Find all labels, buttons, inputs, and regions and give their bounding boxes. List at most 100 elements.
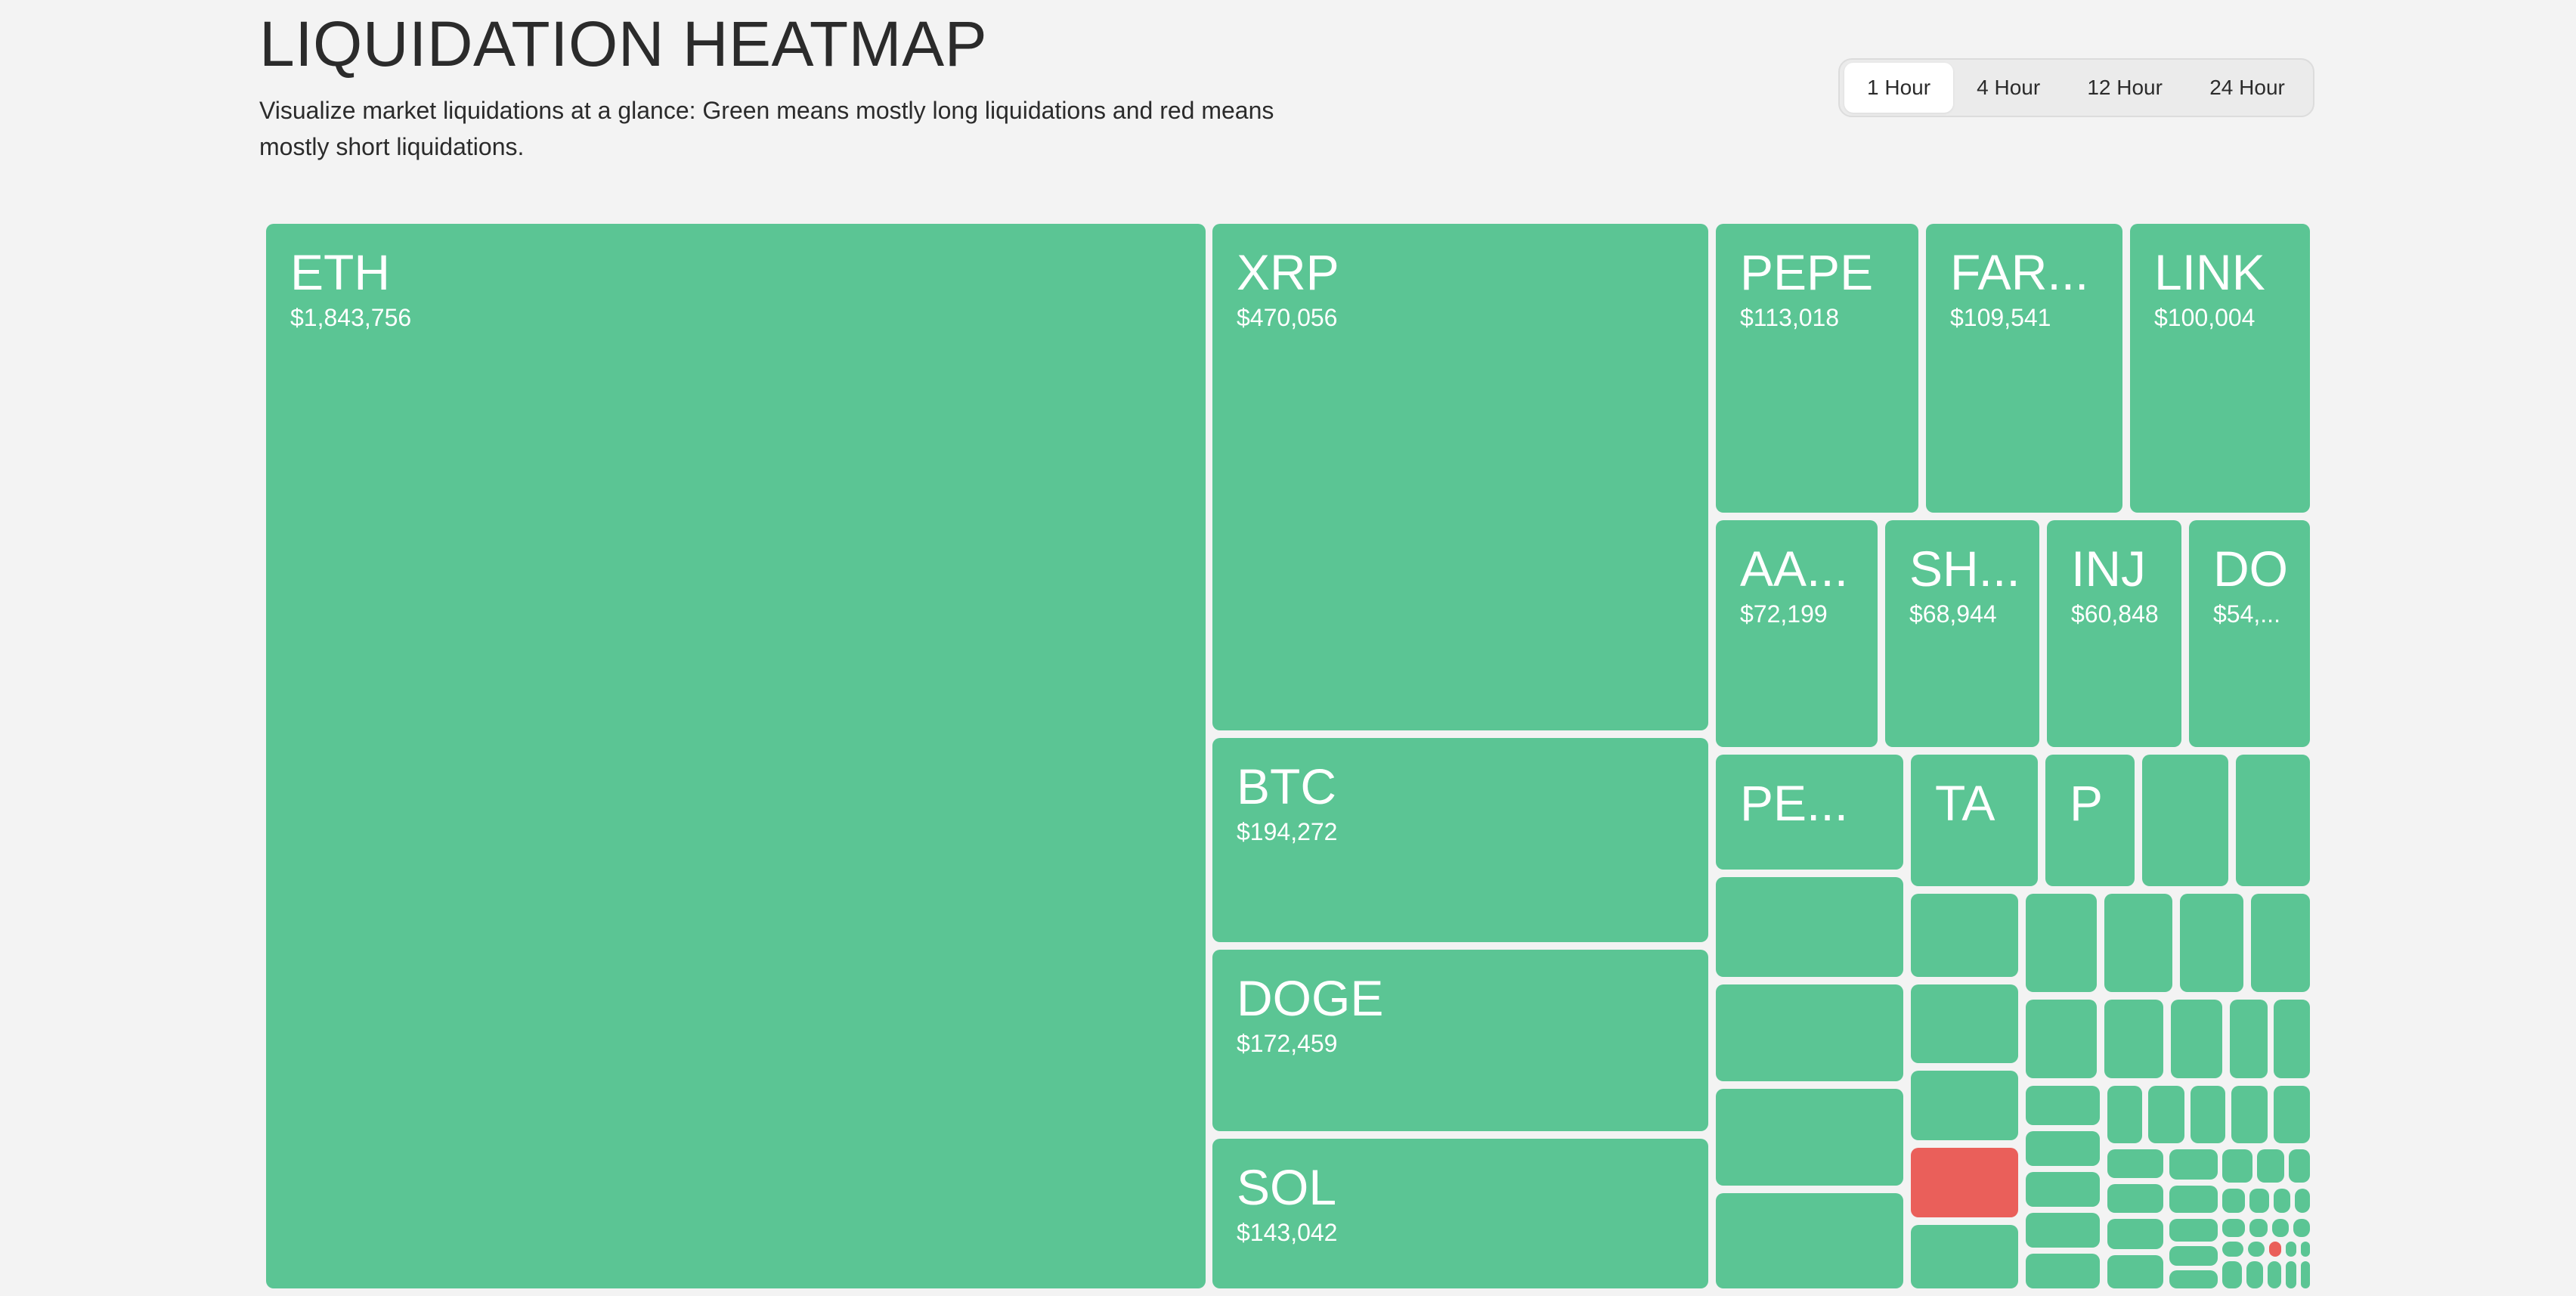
tile-symbol: ETH xyxy=(290,244,390,300)
tile-symbol: DOGE xyxy=(1237,970,1384,1026)
tile-unlabeled[interactable] xyxy=(1716,1193,1903,1288)
tile-symbol: PEPE xyxy=(1740,244,1874,300)
tile-unlabeled[interactable] xyxy=(2230,1000,2268,1078)
tile-ta[interactable]: TA xyxy=(1911,755,2038,886)
tile-unlabeled[interactable] xyxy=(2107,1219,2163,1249)
tile-eth[interactable]: ETH $1,843,756 xyxy=(266,224,1206,1288)
tile-unlabeled[interactable] xyxy=(2107,1149,2163,1178)
timeframe-12h-button[interactable]: 12 Hour xyxy=(2087,76,2163,99)
tile-amount: $113,018 xyxy=(1740,304,1840,331)
tile-unlabeled[interactable] xyxy=(1911,1071,2018,1140)
tile-unlabeled[interactable] xyxy=(2169,1149,2218,1180)
tile-do[interactable]: DO $54,... xyxy=(2189,520,2310,747)
tile-unlabeled[interactable] xyxy=(2246,1261,2263,1288)
tile-unlabeled[interactable] xyxy=(2249,1219,2268,1237)
tile-unlabeled[interactable] xyxy=(1716,984,1903,1081)
tile-unlabeled[interactable] xyxy=(2289,1149,2310,1183)
tile-amount: $54,... xyxy=(2213,600,2280,628)
tile-amount: $100,004 xyxy=(2154,304,2256,331)
tile-unlabeled[interactable] xyxy=(2107,1255,2163,1288)
tile-unlabeled[interactable] xyxy=(2169,1246,2218,1266)
tile-unlabeled[interactable] xyxy=(1911,1225,2018,1288)
tile-unlabeled[interactable] xyxy=(2026,1086,2100,1125)
tile-unlabeled[interactable] xyxy=(2026,1000,2097,1078)
tile-unlabeled[interactable] xyxy=(1716,1089,1903,1186)
tile-unlabeled-short[interactable] xyxy=(2269,1242,2281,1257)
tile-btc[interactable]: BTC $194,272 xyxy=(1212,738,1708,942)
tile-p[interactable]: P xyxy=(2045,755,2135,886)
tile-unlabeled[interactable] xyxy=(2301,1261,2310,1288)
tile-unlabeled[interactable] xyxy=(2169,1270,2218,1288)
tile-unlabeled-short[interactable] xyxy=(1911,1148,2018,1217)
tile-unlabeled[interactable] xyxy=(2104,1000,2163,1078)
tile-unlabeled[interactable] xyxy=(2293,1219,2310,1237)
tile-symbol: PE... xyxy=(1740,775,1849,831)
tile-unlabeled[interactable] xyxy=(2026,1254,2100,1288)
tile-unlabeled[interactable] xyxy=(2274,1000,2310,1078)
tile-unlabeled[interactable] xyxy=(2026,1172,2100,1207)
timeframe-24h-button[interactable]: 24 Hour xyxy=(2209,76,2285,99)
tile-unlabeled[interactable] xyxy=(2272,1219,2289,1237)
timeframe-1h-button[interactable]: 1 Hour xyxy=(1844,63,1954,113)
tile-amount: $68,944 xyxy=(1909,600,1997,628)
tile-unlabeled[interactable] xyxy=(2257,1149,2284,1183)
tile-unlabeled[interactable] xyxy=(2286,1242,2296,1257)
tile-unlabeled[interactable] xyxy=(2169,1186,2218,1213)
tile-sh[interactable]: SH... $68,944 xyxy=(1885,520,2039,747)
tile-unlabeled[interactable] xyxy=(2169,1219,2218,1242)
tile-doge[interactable]: DOGE $172,459 xyxy=(1212,950,1708,1131)
tile-symbol: FAR... xyxy=(1950,244,2089,300)
tile-symbol: INJ xyxy=(2071,541,2146,597)
tile-unlabeled[interactable] xyxy=(2191,1086,2225,1143)
tile-far[interactable]: FAR... $109,541 xyxy=(1926,224,2122,513)
tile-xrp[interactable]: XRP $470,056 xyxy=(1212,224,1708,730)
tile-unlabeled[interactable] xyxy=(2107,1086,2142,1143)
tile-symbol: LINK xyxy=(2154,244,2265,300)
page-title: LIQUIDATION HEATMAP xyxy=(259,8,988,79)
tile-unlabeled[interactable] xyxy=(2142,755,2228,886)
tile-unlabeled[interactable] xyxy=(2286,1261,2296,1288)
tile-unlabeled[interactable] xyxy=(2026,1213,2100,1248)
tile-unlabeled[interactable] xyxy=(2301,1242,2310,1257)
tile-unlabeled[interactable] xyxy=(2248,1242,2265,1257)
tile-unlabeled[interactable] xyxy=(2107,1184,2163,1213)
tile-inj[interactable]: INJ $60,848 xyxy=(2047,520,2181,747)
tile-link[interactable]: LINK $100,004 xyxy=(2130,224,2310,513)
tile-symbol: BTC xyxy=(1237,758,1336,814)
tile-unlabeled[interactable] xyxy=(2171,1000,2222,1078)
tile-unlabeled[interactable] xyxy=(2222,1261,2242,1288)
tile-unlabeled[interactable] xyxy=(2295,1189,2310,1213)
tile-unlabeled[interactable] xyxy=(2231,1086,2268,1143)
tile-unlabeled[interactable] xyxy=(2249,1189,2269,1213)
tile-unlabeled[interactable] xyxy=(2222,1242,2243,1257)
tile-amount: $1,843,756 xyxy=(290,304,412,331)
tile-pepe[interactable]: PEPE $113,018 xyxy=(1716,224,1918,513)
tile-unlabeled[interactable] xyxy=(2222,1189,2245,1213)
tile-sol[interactable]: SOL $143,042 xyxy=(1212,1139,1708,1288)
tile-unlabeled[interactable] xyxy=(1911,984,2018,1063)
tile-unlabeled[interactable] xyxy=(2148,1086,2184,1143)
timeframe-4h-button[interactable]: 4 Hour xyxy=(1977,76,2041,99)
tile-unlabeled[interactable] xyxy=(2222,1149,2252,1183)
tile-unlabeled[interactable] xyxy=(1716,877,1903,977)
tile-amount: $172,459 xyxy=(1237,1030,1338,1057)
tile-symbol: DO xyxy=(2213,541,2288,597)
timeframe-selector: 1 Hour 4 Hour 12 Hour 24 Hour xyxy=(1838,58,2314,117)
tile-unlabeled[interactable] xyxy=(2180,894,2243,992)
tile-symbol: XRP xyxy=(1237,244,1339,300)
tile-unlabeled[interactable] xyxy=(2026,1131,2100,1166)
tile-unlabeled[interactable] xyxy=(2251,894,2310,992)
tile-unlabeled[interactable] xyxy=(2222,1219,2245,1237)
tile-unlabeled[interactable] xyxy=(2236,755,2310,886)
tile-unlabeled[interactable] xyxy=(2274,1086,2310,1143)
tile-unlabeled[interactable] xyxy=(1911,894,2018,977)
tile-unlabeled[interactable] xyxy=(2026,894,2097,992)
tile-pe[interactable]: PE... xyxy=(1716,755,1903,870)
tile-symbol: AA... xyxy=(1740,541,1849,597)
tile-unlabeled[interactable] xyxy=(2104,894,2172,992)
tile-amount: $60,848 xyxy=(2071,600,2159,628)
tile-aa[interactable]: AA... $72,199 xyxy=(1716,520,1878,747)
tile-unlabeled[interactable] xyxy=(2268,1261,2281,1288)
tile-unlabeled[interactable] xyxy=(2274,1189,2290,1213)
